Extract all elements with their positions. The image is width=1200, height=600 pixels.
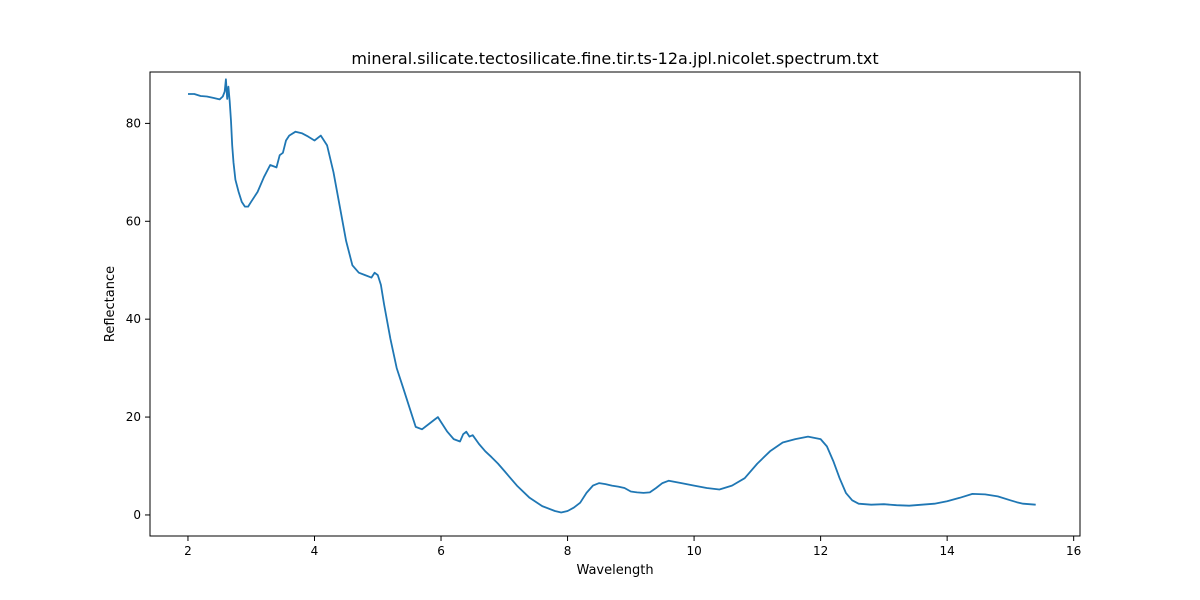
spectrum-line xyxy=(188,78,1036,514)
y-axis-label: Reflectance xyxy=(103,266,118,342)
series-layer xyxy=(188,78,1036,514)
x-axis: 2 4 6 8 10 12 14 16 xyxy=(184,536,1081,558)
y-tick-label: 60 xyxy=(126,214,141,228)
y-tick-label: 0 xyxy=(133,508,141,522)
x-tick-label: 14 xyxy=(940,544,955,558)
x-tick-label: 8 xyxy=(564,544,572,558)
chart-title: mineral.silicate.tectosilicate.fine.tir.… xyxy=(351,49,878,68)
x-tick-label: 4 xyxy=(311,544,319,558)
x-tick-label: 10 xyxy=(686,544,701,558)
x-tick-label: 6 xyxy=(437,544,445,558)
x-tick-label: 2 xyxy=(184,544,192,558)
y-tick-label: 40 xyxy=(126,312,141,326)
x-tick-label: 16 xyxy=(1066,544,1081,558)
y-tick-label: 80 xyxy=(126,116,141,130)
y-axis: 0 20 40 60 80 xyxy=(126,116,150,522)
y-tick-label: 20 xyxy=(126,410,141,424)
x-axis-label: Wavelength xyxy=(576,563,653,578)
plot-area xyxy=(149,71,1081,537)
axes-frame xyxy=(149,71,1081,537)
x-tick-label: 12 xyxy=(813,544,828,558)
